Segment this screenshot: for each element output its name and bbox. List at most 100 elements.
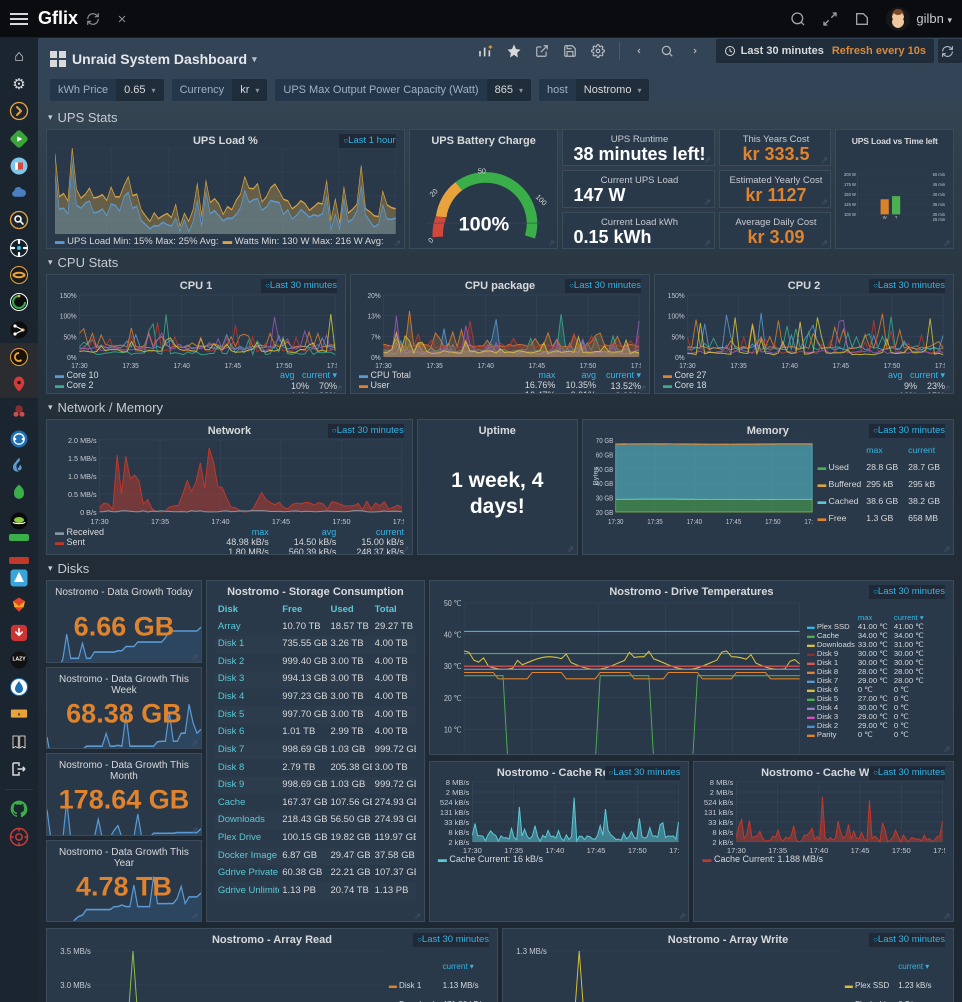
svg-text:1.0 MB/s: 1.0 MB/s	[68, 472, 97, 481]
svg-text:17:50: 17:50	[892, 846, 911, 854]
svg-text:17:30: 17:30	[90, 517, 108, 526]
svg-text:100: 100	[534, 192, 549, 207]
svg-text:T: T	[895, 215, 898, 220]
svg-text:17:55: 17:55	[393, 517, 404, 526]
svg-text:50 ℃: 50 ℃	[444, 599, 461, 608]
svg-text:40 ℃: 40 ℃	[444, 630, 461, 640]
svg-text:17:40: 17:40	[211, 517, 229, 526]
svg-text:17:50: 17:50	[765, 519, 781, 526]
svg-text:17:45: 17:45	[726, 519, 742, 526]
svg-text:50%: 50%	[671, 334, 684, 341]
svg-text:70 GB: 70 GB	[595, 438, 613, 445]
svg-text:17:50: 17:50	[580, 363, 597, 369]
svg-text:20: 20	[427, 187, 439, 199]
svg-text:17:35: 17:35	[730, 363, 747, 369]
svg-text:10 ℃: 10 ℃	[444, 725, 461, 735]
svg-text:35 min: 35 min	[933, 202, 945, 207]
svg-text:175 W: 175 W	[844, 182, 856, 187]
svg-text:17:45: 17:45	[529, 363, 546, 369]
svg-text:Bytes: Bytes	[593, 466, 599, 485]
svg-text:150%: 150%	[668, 293, 685, 300]
svg-text:7%: 7%	[371, 334, 381, 341]
svg-text:8 kB/s: 8 kB/s	[448, 828, 469, 837]
svg-text:17:40: 17:40	[686, 519, 702, 526]
svg-text:100%: 100%	[668, 314, 685, 321]
svg-text:2 MB/s: 2 MB/s	[446, 788, 470, 797]
svg-text:17:35: 17:35	[647, 519, 663, 526]
svg-text:33 kB/s: 33 kB/s	[444, 818, 469, 827]
svg-text:0.5 MB/s: 0.5 MB/s	[68, 490, 97, 499]
svg-text:200 W: 200 W	[844, 172, 856, 177]
svg-text:17:30: 17:30	[679, 363, 696, 369]
svg-text:0%: 0%	[675, 355, 685, 362]
svg-text:60 GB: 60 GB	[595, 452, 613, 460]
svg-text:50 min: 50 min	[933, 172, 945, 177]
svg-text:17:45: 17:45	[225, 363, 242, 369]
svg-text:17:35: 17:35	[769, 846, 788, 854]
svg-text:17:35: 17:35	[426, 363, 443, 369]
svg-text:0%: 0%	[67, 355, 77, 362]
svg-text:17:40: 17:40	[781, 363, 798, 369]
svg-text:20 GB: 20 GB	[595, 510, 613, 518]
svg-text:17:55: 17:55	[327, 363, 337, 369]
svg-text:17:35: 17:35	[151, 517, 169, 526]
svg-text:s: s	[18, 713, 21, 718]
svg-text:17:35: 17:35	[504, 846, 523, 854]
svg-text:17:40: 17:40	[477, 363, 494, 369]
svg-text:17:50: 17:50	[884, 363, 901, 369]
svg-text:0 B/s: 0 B/s	[80, 508, 97, 517]
svg-text:17:30: 17:30	[727, 846, 746, 854]
svg-text:100%: 100%	[60, 314, 77, 321]
svg-text:17:50: 17:50	[628, 846, 647, 854]
svg-text:40 min: 40 min	[933, 192, 945, 197]
svg-text:100 W: 100 W	[844, 212, 856, 217]
svg-text:LAZY: LAZY	[12, 656, 26, 662]
svg-text:17:40: 17:40	[810, 846, 829, 854]
svg-text:13%: 13%	[367, 314, 380, 321]
svg-text:2.0 MB/s: 2.0 MB/s	[68, 438, 97, 445]
svg-text:17:30: 17:30	[463, 846, 482, 854]
svg-text:17:50: 17:50	[276, 363, 293, 369]
svg-text:30 ℃: 30 ℃	[444, 662, 461, 672]
svg-text:17:45: 17:45	[587, 846, 606, 854]
svg-text:17:55: 17:55	[804, 519, 813, 526]
svg-text:17:45: 17:45	[851, 846, 870, 854]
svg-text:17:45: 17:45	[833, 363, 850, 369]
svg-text:17:50: 17:50	[332, 517, 350, 526]
svg-text:0%: 0%	[371, 355, 381, 362]
svg-text:50%: 50%	[63, 334, 76, 341]
svg-text:3.0 MB/s: 3.0 MB/s	[60, 981, 91, 990]
svg-text:8 MB/s: 8 MB/s	[446, 780, 470, 787]
svg-text:17:55: 17:55	[934, 846, 945, 854]
svg-text:17:55: 17:55	[669, 846, 680, 854]
svg-text:17:35: 17:35	[122, 363, 139, 369]
svg-text:17:55: 17:55	[935, 363, 945, 369]
svg-text:150%: 150%	[60, 293, 77, 300]
svg-text:33 kB/s: 33 kB/s	[709, 818, 734, 827]
svg-text:30 min: 30 min	[933, 212, 945, 217]
svg-text:8 MB/s: 8 MB/s	[710, 780, 734, 787]
svg-text:2 MB/s: 2 MB/s	[710, 788, 734, 797]
svg-text:17:55: 17:55	[631, 363, 641, 369]
svg-text:100%: 100%	[458, 213, 509, 235]
svg-text:45 min: 45 min	[933, 182, 945, 187]
svg-text:20 ℃: 20 ℃	[444, 693, 461, 703]
svg-text:131 kB/s: 131 kB/s	[704, 808, 734, 817]
svg-text:17:30: 17:30	[375, 363, 392, 369]
svg-text:8 kB/s: 8 kB/s	[713, 828, 734, 837]
svg-text:50: 50	[478, 167, 486, 176]
svg-text:20%: 20%	[367, 293, 380, 300]
svg-text:17:40: 17:40	[545, 846, 564, 854]
svg-text:17:30: 17:30	[71, 363, 88, 369]
svg-text:17:45: 17:45	[272, 517, 290, 526]
svg-text:150 W: 150 W	[844, 192, 856, 197]
svg-text:W: W	[883, 215, 887, 220]
svg-text:524 kB/s: 524 kB/s	[704, 798, 734, 807]
svg-text:524 kB/s: 524 kB/s	[440, 798, 470, 807]
svg-text:17:30: 17:30	[608, 519, 624, 526]
svg-text:3.5 MB/s: 3.5 MB/s	[60, 947, 91, 956]
svg-text:25 min: 25 min	[933, 217, 945, 222]
svg-text:125 W: 125 W	[844, 202, 856, 207]
svg-text:1.3 MB/s: 1.3 MB/s	[516, 947, 547, 956]
svg-text:17:40: 17:40	[173, 363, 190, 369]
